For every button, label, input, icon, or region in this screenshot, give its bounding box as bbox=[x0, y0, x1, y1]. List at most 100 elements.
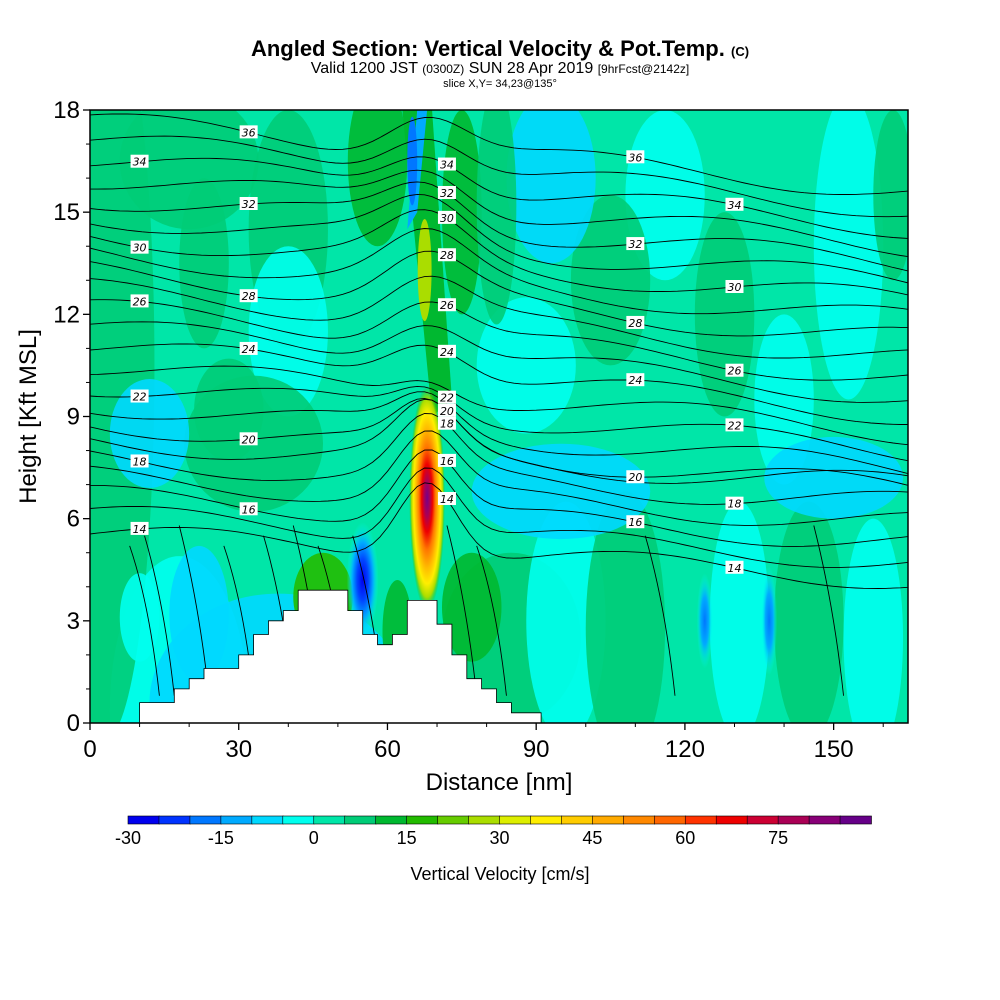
contour-label: 26 bbox=[725, 363, 744, 378]
field-patch bbox=[526, 501, 606, 723]
contour-label: 16 bbox=[437, 453, 456, 468]
downdraft-east-2 bbox=[761, 566, 778, 676]
field-patch bbox=[873, 110, 908, 281]
field-patch bbox=[764, 436, 904, 519]
downdraft-core bbox=[346, 522, 379, 638]
contour-label-text: 20 bbox=[242, 433, 256, 446]
field-patch bbox=[476, 297, 576, 434]
contour-label: 14 bbox=[130, 521, 149, 536]
contour-label-text: 32 bbox=[242, 198, 256, 211]
y-tick-label: 0 bbox=[67, 710, 80, 737]
x-tick-label: 0 bbox=[83, 736, 96, 763]
contour-34 bbox=[90, 156, 908, 239]
colorbar-swatch bbox=[499, 815, 532, 825]
contour-15 bbox=[90, 467, 908, 568]
contour-29 bbox=[90, 228, 908, 315]
colorbar-swatch bbox=[839, 815, 872, 825]
colorbar-tick-label: 15 bbox=[397, 828, 417, 848]
field-patch bbox=[179, 178, 229, 349]
contour-label: 32 bbox=[437, 185, 456, 200]
contour-label: 30 bbox=[725, 279, 744, 294]
contour-33 bbox=[90, 169, 908, 258]
colorbar-swatch bbox=[623, 815, 656, 825]
colorbar-swatch bbox=[189, 815, 222, 825]
downdraft-east-1 bbox=[696, 573, 713, 669]
x-axis-label: Distance [nm] bbox=[426, 769, 573, 796]
field-patch bbox=[774, 501, 844, 723]
colorbar-swatch bbox=[251, 815, 284, 825]
contour-label: 16 bbox=[626, 515, 645, 529]
colorbar-swatch bbox=[715, 815, 748, 825]
colorbar-swatch bbox=[468, 815, 501, 825]
colorbar-swatch bbox=[406, 815, 439, 825]
downdraft-plume-core bbox=[407, 116, 418, 206]
colorbar-tick-label: 0 bbox=[309, 828, 319, 848]
contour-label: 36 bbox=[626, 150, 645, 164]
contour-label-text: 26 bbox=[727, 365, 741, 378]
colorbar-swatch bbox=[653, 815, 687, 825]
field-patch bbox=[471, 443, 651, 540]
contour-label-text: 30 bbox=[133, 242, 147, 255]
contour-label: 26 bbox=[437, 298, 456, 312]
terrain-mask bbox=[139, 589, 542, 724]
valid-date: SUN 28 Apr 2019 bbox=[468, 60, 594, 77]
contour-label: 16 bbox=[239, 502, 258, 516]
colorbar-swatch bbox=[808, 815, 841, 825]
y-tick-label: 6 bbox=[67, 506, 80, 533]
colorbar: -30 -15 0 15 30 45 60 75 Vertical Velocity [cm/s… bbox=[115, 815, 872, 884]
updraft-plume-core bbox=[417, 218, 432, 322]
colorbar-swatch bbox=[777, 815, 810, 825]
forecast-label: [9hrFcst@2142z] bbox=[597, 62, 690, 76]
contour-label: 20 bbox=[239, 432, 258, 446]
contour-label-text: 16 bbox=[440, 455, 454, 468]
contour-label: 14 bbox=[725, 560, 744, 575]
colorbar-tick-label: -30 bbox=[115, 828, 141, 848]
colorbar-swatch bbox=[220, 815, 253, 825]
contour-label: 34 bbox=[437, 157, 456, 172]
colorbar-swatch bbox=[375, 815, 408, 825]
colorbar-swatch bbox=[437, 815, 470, 825]
contour-label: 18 bbox=[725, 496, 744, 511]
terrain-profile bbox=[139, 589, 542, 724]
colorbar-swatch bbox=[313, 815, 346, 825]
colorbar-swatch bbox=[561, 815, 594, 825]
colorbar-tick-label: 75 bbox=[768, 828, 788, 848]
contour-label-text: 14 bbox=[440, 493, 454, 506]
contour-label: 28 bbox=[239, 289, 258, 303]
x-tick-label: 90 bbox=[523, 736, 550, 763]
contour-28 bbox=[90, 250, 908, 337]
colorbar-tick-label: -15 bbox=[208, 828, 234, 848]
contour-label-text: 14 bbox=[727, 562, 741, 575]
field-patch bbox=[506, 110, 596, 264]
y-tick-label: 18 bbox=[53, 97, 80, 124]
field-patch bbox=[709, 501, 770, 723]
valid-utc: (0300Z) bbox=[422, 62, 465, 76]
slice-label: slice X,Y= 34,23@135° bbox=[443, 78, 557, 90]
field-patch bbox=[476, 110, 517, 325]
contour-label: 22 bbox=[130, 389, 149, 404]
contour-label-text: 34 bbox=[133, 156, 147, 169]
colorbar-swatch bbox=[158, 815, 191, 825]
contour-26 bbox=[90, 299, 908, 381]
contour-low bbox=[476, 545, 507, 696]
contour-16 bbox=[90, 449, 908, 547]
colorbar-swatch bbox=[684, 815, 718, 825]
contour-17 bbox=[90, 430, 908, 526]
x-tick-label: 150 bbox=[814, 736, 854, 763]
colorbar-swatch bbox=[746, 815, 779, 825]
contour-label-text: 34 bbox=[727, 199, 741, 212]
contour-label-text: 28 bbox=[628, 317, 642, 330]
colorbar-swatch bbox=[344, 815, 377, 825]
contour-label: 32 bbox=[239, 197, 258, 211]
contour-label-text: 22 bbox=[133, 391, 147, 404]
contour-label: 36 bbox=[239, 125, 258, 139]
contour-label-text: 34 bbox=[440, 159, 454, 172]
contour-label-text: 24 bbox=[242, 343, 256, 356]
field-patch bbox=[169, 545, 229, 683]
contour-label-text: 16 bbox=[628, 516, 642, 529]
contour-label: 30 bbox=[437, 210, 456, 225]
colorbar-tick-label: 30 bbox=[489, 828, 509, 848]
contour-27 bbox=[90, 275, 908, 359]
colorbar-tick-label: 45 bbox=[582, 828, 602, 848]
